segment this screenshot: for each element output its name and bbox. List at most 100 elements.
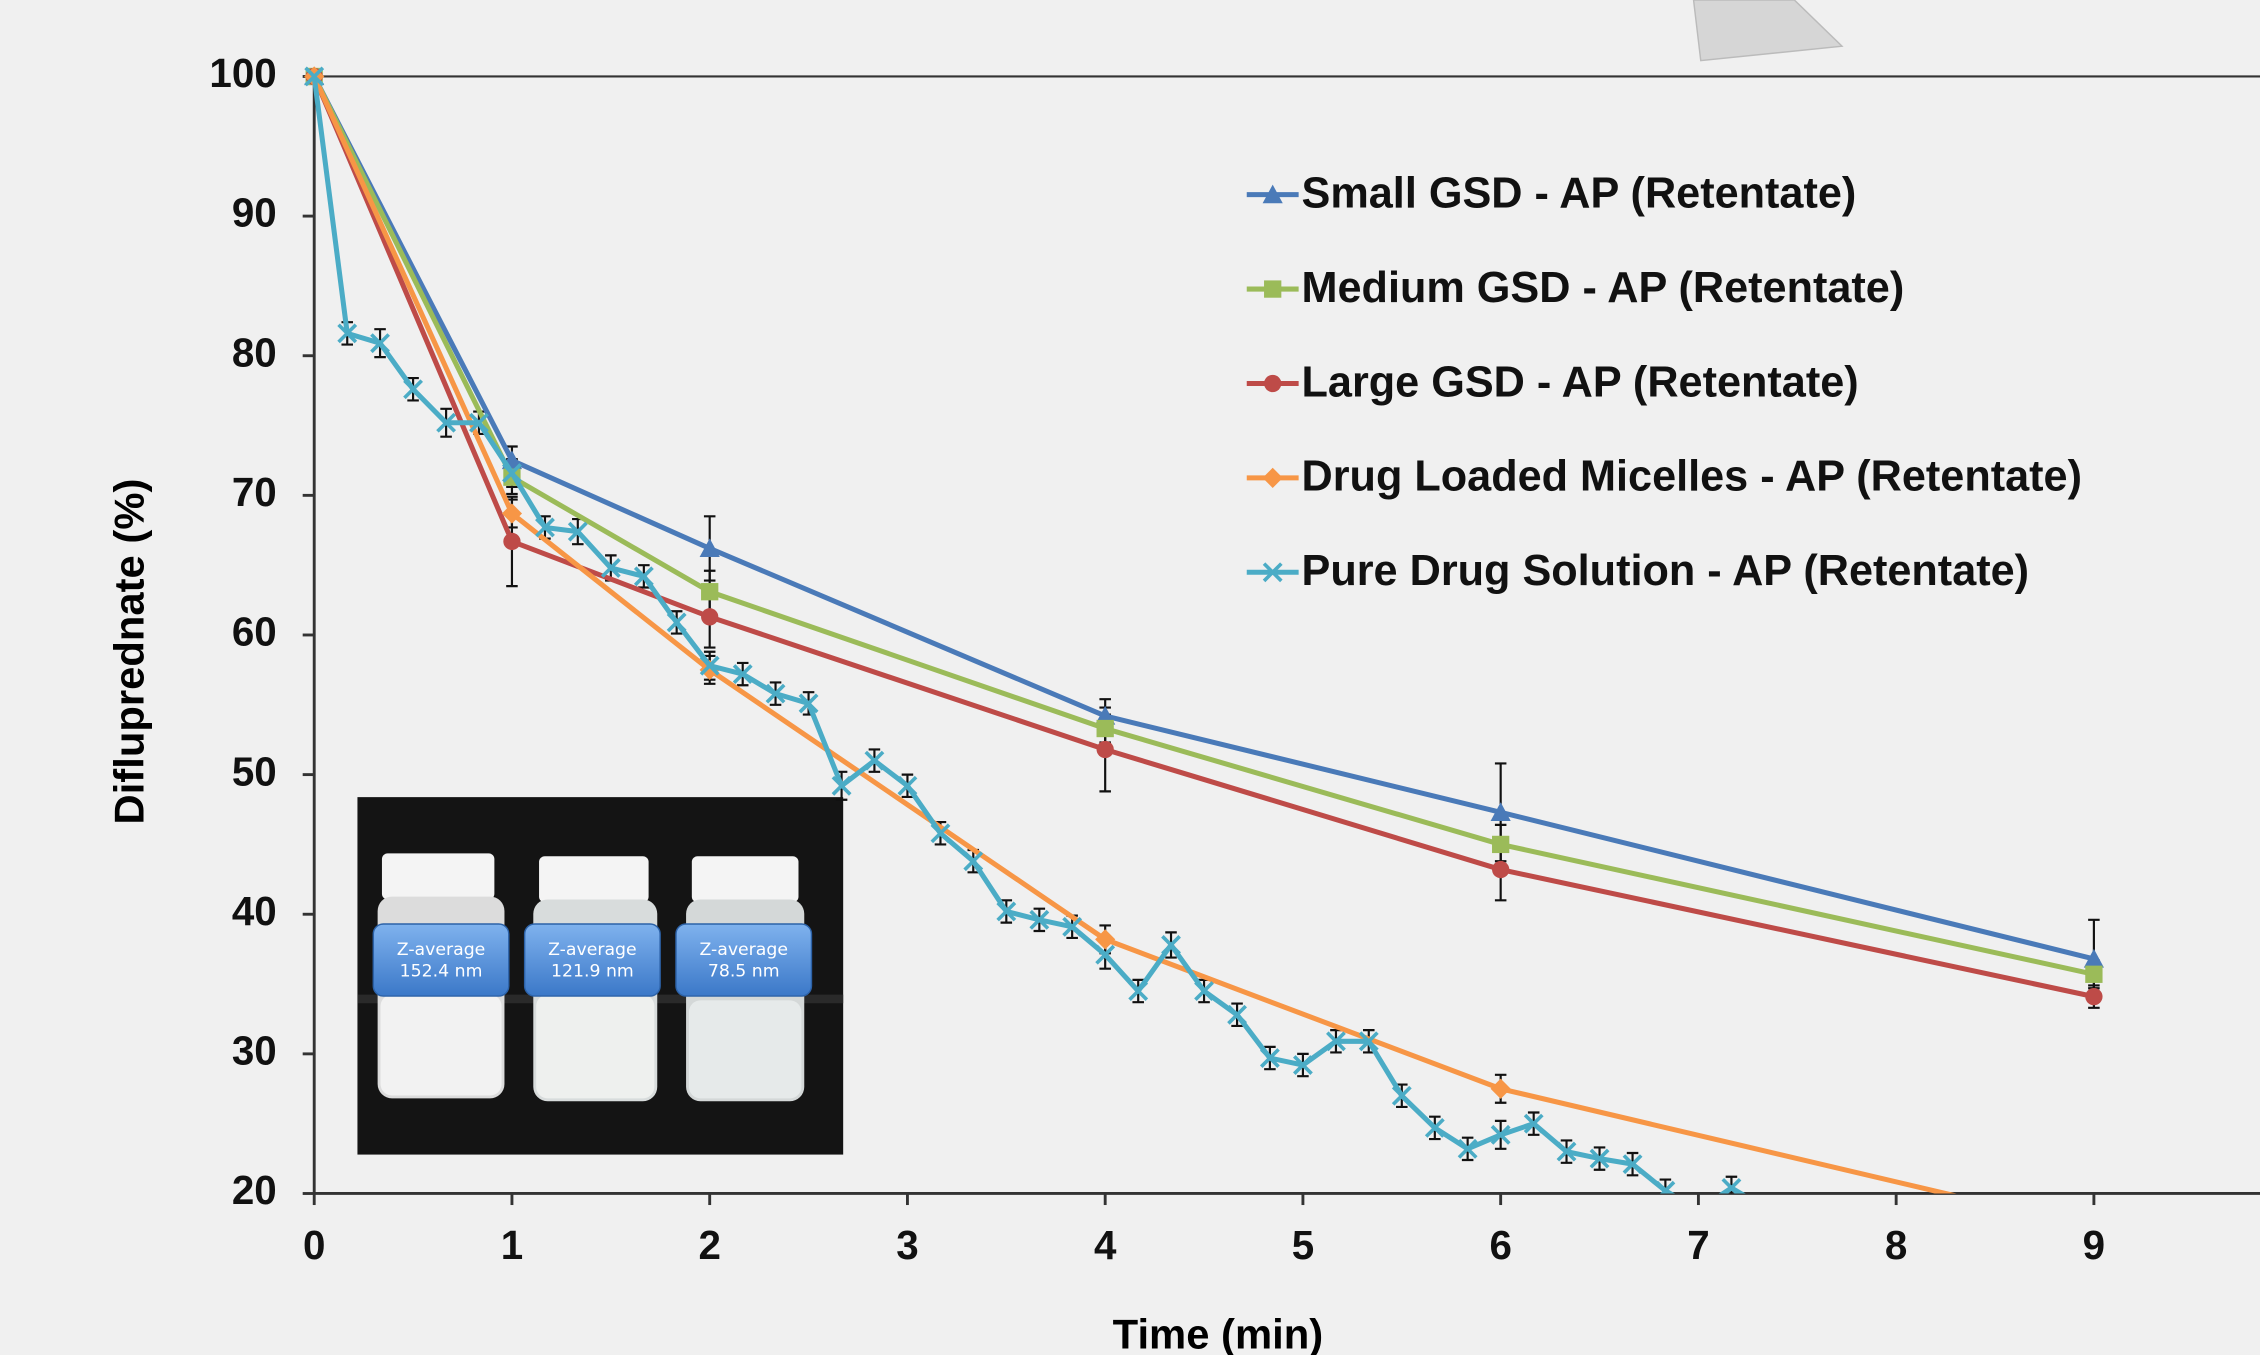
y-tick-label: 90 xyxy=(232,190,277,236)
marker xyxy=(1096,719,1114,738)
series-line xyxy=(311,75,1957,1194)
marker xyxy=(1194,981,1214,1001)
marker xyxy=(1096,740,1114,759)
marker xyxy=(1293,1055,1313,1075)
marker xyxy=(403,379,424,400)
marker xyxy=(436,412,457,433)
y-tick-label: 30 xyxy=(232,1028,277,1074)
y-tick-label: 40 xyxy=(232,888,277,934)
marker xyxy=(1721,1177,1742,1194)
x-tick-label: 1 xyxy=(501,1222,523,1268)
legend-label: Pure Drug Solution - AP (Retentate) xyxy=(1302,547,2030,595)
marker xyxy=(2085,987,2103,1006)
marker xyxy=(337,323,358,344)
marker xyxy=(1492,835,1510,854)
legend-marker xyxy=(1262,184,1283,204)
plot-area xyxy=(304,66,2104,1194)
marker xyxy=(1490,802,1511,821)
marker xyxy=(1556,1141,1577,1162)
marker xyxy=(370,333,390,354)
inset-label-box xyxy=(675,923,813,997)
series-line xyxy=(311,75,2095,962)
marker xyxy=(1622,1154,1643,1175)
marker xyxy=(996,901,1017,922)
inset-label: 152.4 nm xyxy=(400,962,483,982)
marker xyxy=(1457,1138,1478,1159)
marker xyxy=(1490,1124,1511,1145)
marker xyxy=(633,566,654,587)
marker xyxy=(701,583,719,601)
inset-label: Z-average xyxy=(548,940,637,960)
marker xyxy=(1358,1031,1379,1052)
marker xyxy=(699,655,720,676)
inset-label: Z-average xyxy=(397,940,486,960)
marker xyxy=(1259,1048,1280,1068)
x-tick-label: 5 xyxy=(1292,1222,1314,1268)
legend-marker xyxy=(1262,562,1283,583)
marker xyxy=(469,412,489,433)
marker xyxy=(1029,909,1050,930)
marker xyxy=(1062,916,1083,937)
marker xyxy=(666,612,687,633)
x-tick-label: 0 xyxy=(303,1222,325,1268)
marker xyxy=(1128,981,1149,1001)
marker xyxy=(600,558,621,578)
x-tick-label: 4 xyxy=(1094,1222,1117,1268)
marker xyxy=(1227,1004,1247,1025)
marker xyxy=(831,775,852,796)
marker xyxy=(501,503,523,524)
marker xyxy=(1391,1085,1412,1106)
marker xyxy=(1655,1180,1676,1194)
legend-marker xyxy=(1264,374,1282,393)
series-line xyxy=(311,75,2095,977)
marker xyxy=(2083,948,2104,968)
series-line xyxy=(311,75,2095,1000)
marker xyxy=(699,538,720,558)
marker xyxy=(535,517,555,538)
marker xyxy=(1424,1117,1445,1138)
x-tick-label: 3 xyxy=(896,1222,918,1268)
marker xyxy=(502,463,522,483)
marker xyxy=(1095,944,1116,965)
y-axis-label: Difluprednate (%) xyxy=(106,479,153,825)
x-tick-label: 8 xyxy=(1885,1222,1907,1268)
x-tick-label: 6 xyxy=(1489,1222,1511,1268)
y-tick-label: 100 xyxy=(209,50,276,96)
y-tick-label: 60 xyxy=(232,609,277,655)
marker xyxy=(1490,1078,1511,1099)
legend-label: Large GSD - AP (Retentate) xyxy=(1302,358,1859,406)
legend-label: Small GSD - AP (Retentate) xyxy=(1302,170,1857,218)
marker xyxy=(503,532,521,551)
marker xyxy=(1523,1113,1544,1134)
inset-label: 78.5 nm xyxy=(708,962,780,982)
inset-label-box xyxy=(523,923,661,997)
marker xyxy=(567,521,588,542)
marker xyxy=(1161,935,1181,955)
marker xyxy=(732,664,753,684)
inset-label: 121.9 nm xyxy=(551,962,634,982)
legend-marker xyxy=(1264,280,1282,298)
marker xyxy=(1492,860,1510,879)
marker xyxy=(304,66,325,87)
marker xyxy=(798,693,819,714)
x-tick-label: 7 xyxy=(1687,1222,1709,1268)
marker xyxy=(963,851,984,872)
legend-marker xyxy=(1262,467,1283,488)
marker xyxy=(930,823,951,844)
inset-label: Z-average xyxy=(699,940,788,960)
y-tick-label: 70 xyxy=(232,469,277,515)
x-tick-label: 9 xyxy=(2083,1222,2105,1268)
y-tick-label: 80 xyxy=(232,329,277,375)
marker xyxy=(2085,965,2103,983)
marker xyxy=(897,775,918,796)
marker xyxy=(864,750,885,771)
marker xyxy=(1326,1031,1346,1052)
decorative-shape xyxy=(1692,0,1844,62)
legend-label: Medium GSD - AP (Retentate) xyxy=(1302,264,1905,312)
inset-label-box xyxy=(372,923,510,997)
x-tick-label: 2 xyxy=(698,1222,720,1268)
y-tick-label: 50 xyxy=(232,748,277,794)
